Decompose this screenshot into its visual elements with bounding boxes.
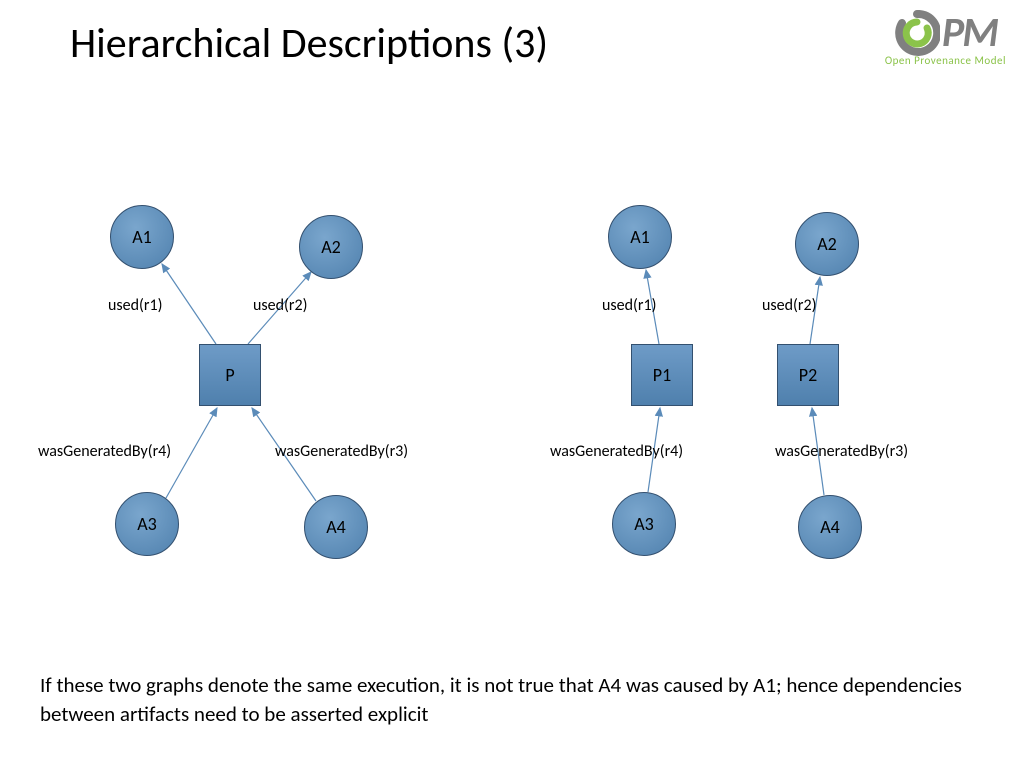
node-a4: A4 [304, 495, 368, 559]
edge-label: wasGeneratedBy(r3) [275, 442, 408, 461]
logo-swirl-icon [894, 10, 940, 56]
node-p1: P1 [631, 344, 693, 406]
node-p2: P2 [777, 344, 839, 406]
diagram-arrows [0, 0, 1024, 768]
opm-logo: PM Open Provenance Model [885, 10, 1006, 67]
node-p: P [199, 344, 261, 406]
edge-label: wasGeneratedBy(r3) [775, 442, 908, 461]
edge-label: used(r2) [762, 296, 816, 315]
edge-label: wasGeneratedBy(r4) [38, 442, 171, 461]
node-a2r: A2 [795, 212, 859, 276]
node-a1r: A1 [608, 205, 672, 269]
edge-label: used(r1) [602, 296, 656, 315]
caption-text: If these two graphs denote the same exec… [40, 671, 1004, 728]
edge-label: used(r1) [108, 296, 162, 315]
logo-text: PM [942, 12, 997, 54]
node-a4r: A4 [798, 495, 862, 559]
page-title: Hierarchical Descriptions (3) [70, 18, 548, 69]
node-a2: A2 [299, 215, 363, 279]
edge-label: wasGeneratedBy(r4) [550, 442, 683, 461]
edge-label: used(r2) [253, 296, 307, 315]
node-a1: A1 [110, 205, 174, 269]
node-a3r: A3 [612, 492, 676, 556]
node-a3: A3 [115, 492, 179, 556]
